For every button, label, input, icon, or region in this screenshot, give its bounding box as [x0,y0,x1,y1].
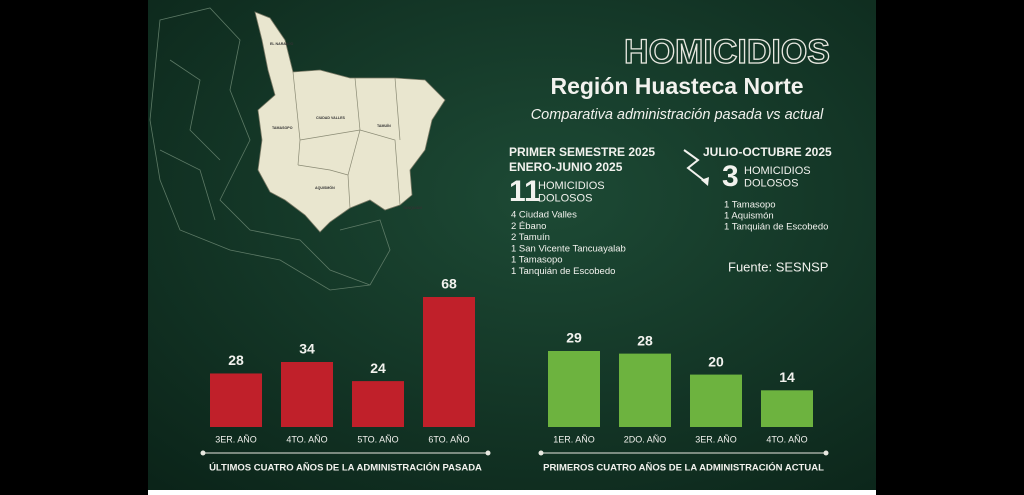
chart-title: PRIMEROS CUATRO AÑOS DE LA ADMINISTRACIÓ… [543,462,824,474]
value-label: 68 [441,276,457,292]
count-label: HOMICIDIOS [538,180,605,192]
municipality: 1 Aquismón [724,211,774,222]
map: EL NARANJO TAMASOPO CIUDAD VALLES TAMUÍN… [149,7,446,291]
municipality: 2 Tamuín [511,232,550,243]
value-label: 28 [637,332,653,348]
x-tick-label: 1ER. AÑO [553,434,595,444]
x-tick-label: 3ER. AÑO [215,434,257,444]
count-label: DOLOSOS [744,177,798,189]
x-tick-label: 2DO. AÑO [624,434,667,444]
municipality: 1 Tanquián de Escobedo [511,266,615,277]
municipality: 4 Ciudad Valles [511,210,577,221]
map-label: EL NARANJO [270,42,294,46]
title: HOMICIDIOS [624,33,830,71]
source: Fuente: SESNSP [728,259,828,274]
map-label: CIUDAD VALLES [316,116,345,120]
x-tick-label: 5TO. AÑO [357,434,398,444]
period-title: ENERO-JUNIO 2025 [509,160,623,174]
value-label: 24 [370,360,386,376]
municipality: 2 Ébano [511,221,546,232]
value-label: 34 [299,341,315,357]
panel [148,0,876,490]
bar [281,362,333,427]
arrow-head [701,177,709,186]
map-label: TAMUÍN [377,123,391,128]
map-label: TANQUIÁN [403,205,422,210]
bar [423,297,475,427]
x-tick-label: 3ER. AÑO [695,434,737,444]
axis-dot [200,450,206,456]
tagline: Comparativa administración pasada vs act… [531,107,824,123]
map-label: TAMASOPO [272,126,293,130]
municipality: 1 Tamasopo [511,255,563,266]
map-label: AQUISMÓN [315,185,335,190]
municipality: 1 Tamasopo [724,200,776,211]
axis-dot [538,450,544,456]
value-label: 20 [708,353,724,369]
value-label: 28 [228,352,244,368]
arrow [683,149,707,183]
period-count: 3 [722,160,739,193]
value-label: 14 [779,369,795,385]
bar [690,374,742,427]
axis-dot [823,450,829,456]
municipality: 1 San Vicente Tancuayalab [511,243,626,254]
municipality: 1 Tanquián de Escobedo [724,222,828,233]
x-tick-label: 4TO. AÑO [766,434,807,444]
bottom-strip [148,490,876,495]
period-count: 11 [509,175,541,208]
bar [210,373,262,427]
chart-title: ÚLTIMOS CUATRO AÑOS DE LA ADMINISTRACIÓN… [209,462,482,474]
x-tick-label: 4TO. AÑO [286,434,327,444]
x-tick-label: 6TO. AÑO [428,434,469,444]
axis-dot [485,450,491,456]
period-title: JULIO-OCTUBRE 2025 [703,145,832,159]
period-title: PRIMER SEMESTRE 2025 [509,145,655,159]
count-label: HOMICIDIOS [744,165,811,177]
subtitle: Región Huasteca Norte [550,73,803,99]
bar [761,390,813,427]
value-label: 29 [566,330,582,346]
bar [619,353,671,427]
bar [352,381,404,427]
bar [548,351,600,427]
count-label: DOLOSOS [538,192,592,204]
